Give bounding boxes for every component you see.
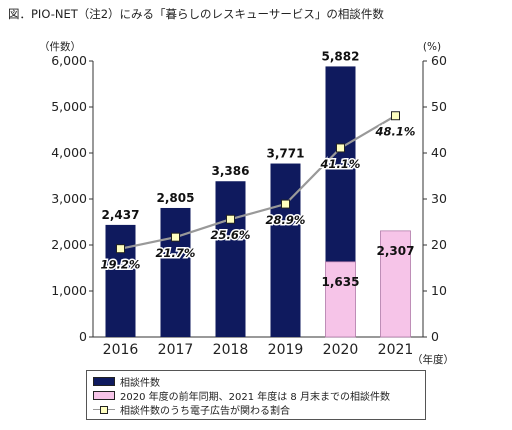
- right-axis-tick-label: 30: [431, 191, 447, 206]
- bar-value-label: 1,635: [322, 275, 360, 289]
- right-axis-tick-label: 20: [431, 237, 447, 252]
- bar-value-label: 5,882: [322, 49, 360, 63]
- left-axis-tick-label: 1,000: [51, 283, 87, 298]
- chart-plot: 0 1,000 2,000 3,000 4,000 5,000 6,000 0 10 20 30 40…: [39, 40, 454, 366]
- x-axis-tick-label: 2018: [213, 342, 249, 358]
- legend-label: 相談件数: [120, 377, 160, 389]
- line-point-label: 21.7%: [156, 246, 196, 260]
- x-axis-title: （年度）: [412, 353, 454, 366]
- right-axis-tick-label: 60: [431, 53, 447, 68]
- x-axis-tick-label: 2019: [268, 342, 304, 358]
- x-axis-tick-label: 2016: [103, 342, 139, 358]
- right-axis-tick-label: 10: [431, 283, 447, 298]
- legend-swatch-line: [93, 405, 115, 414]
- right-axis-tick-label: 0: [431, 329, 439, 344]
- bar-consultations: [160, 207, 191, 337]
- line-point-marker: [336, 143, 345, 153]
- chart-title: 図．PIO-NET（注2）にみる「暮らしのレスキューサービス」の相談件数: [8, 7, 384, 21]
- left-axis-tick-label: 3,000: [51, 191, 87, 206]
- bar-consultations: [105, 224, 136, 337]
- legend-item-consultations: 相談件数: [93, 374, 419, 389]
- bar-value-label: 2,805: [157, 191, 195, 205]
- legend: 相談件数 2020 年度の前年同期、2021 年度は 8 月末までの相談件数 相…: [86, 370, 426, 420]
- line-point-marker: [226, 214, 235, 224]
- bar-same-period: [325, 261, 356, 338]
- x-axis-tick-label: 2017: [158, 342, 194, 358]
- legend-item-ratio: 相談件数のうち電子広告が関わる割合: [93, 402, 419, 417]
- left-axis-tick-label: 2,000: [51, 237, 87, 252]
- left-axis-tick-label: 5,000: [51, 99, 87, 114]
- left-axis-title: （件数）: [39, 40, 81, 53]
- bar-value-label: 3,386: [212, 164, 250, 178]
- bar-value-label: 2,307: [377, 244, 415, 258]
- bar-value-label: 3,771: [267, 147, 305, 161]
- left-axis-tick-label: 6,000: [51, 53, 87, 68]
- legend-swatch-navy: [93, 376, 115, 386]
- line-point-marker: [281, 199, 290, 209]
- legend-label: 相談件数のうち電子広告が関わる割合: [120, 405, 290, 417]
- line-point-label: 28.9%: [266, 213, 306, 227]
- right-axis-tick-label: 40: [431, 145, 447, 160]
- bar-same-period: [380, 230, 411, 338]
- legend-item-same-period: 2020 年度の前年同期、2021 年度は 8 月末までの相談件数: [93, 388, 419, 403]
- line-point-label: 48.1%: [375, 125, 416, 139]
- line-electronic-ads-ratio: [120, 114, 397, 250]
- left-axis-tick-label: 0: [79, 329, 87, 344]
- x-axis-tick-label: 2021: [378, 342, 414, 358]
- right-axis-title: (%): [423, 41, 441, 53]
- bar-consultations: [270, 163, 301, 337]
- line-point-marker: [116, 244, 125, 254]
- bar-value-label: 2,437: [102, 208, 140, 222]
- line-point-label: 41.1%: [320, 157, 361, 171]
- line-point-marker: [391, 111, 400, 121]
- line-point-marker: [171, 232, 180, 242]
- left-axis-tick-label: 4,000: [51, 145, 87, 160]
- line-point-label: 19.2%: [101, 258, 141, 272]
- line-point-label: 25.6%: [211, 228, 251, 242]
- x-axis-tick-label: 2020: [323, 342, 359, 358]
- legend-label: 2020 年度の前年同期、2021 年度は 8 月末までの相談件数: [120, 391, 390, 403]
- legend-swatch-pink: [93, 390, 115, 400]
- right-axis-tick-label: 50: [431, 99, 447, 114]
- bar-consultations: [215, 181, 246, 337]
